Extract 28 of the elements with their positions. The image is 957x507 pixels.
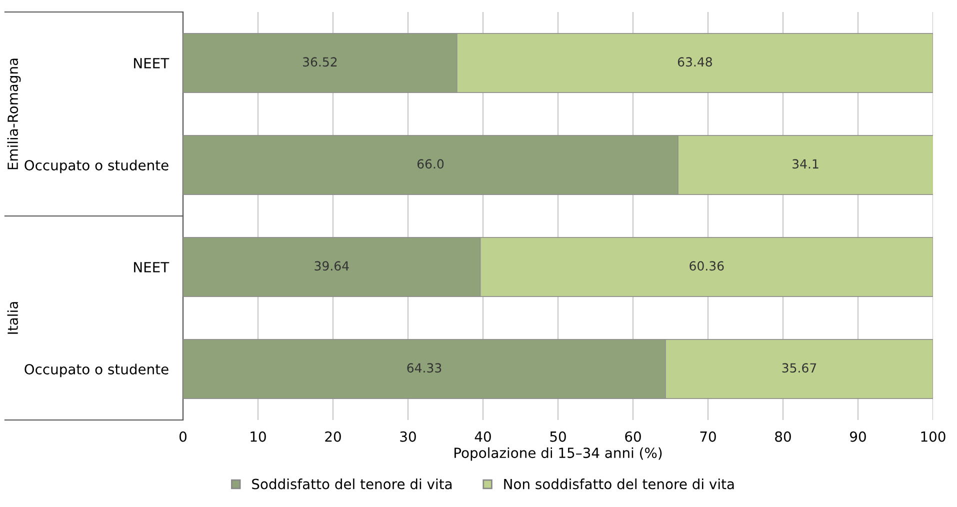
data-label: 39.64 bbox=[314, 261, 349, 271]
x-tick-label: 30 bbox=[400, 431, 416, 442]
x-tick-label: 90 bbox=[850, 431, 866, 442]
text: Emilia-Romagna bbox=[7, 58, 21, 170]
x-axis-title: Popolazione di 15–34 anni (%) bbox=[454, 447, 662, 461]
x-tick-label: 100 bbox=[921, 431, 946, 442]
x-tick-label: 40 bbox=[474, 431, 491, 442]
text: Italia bbox=[7, 302, 18, 334]
data-label: 36.52 bbox=[303, 57, 337, 67]
data-label: 66.0 bbox=[417, 159, 444, 169]
x-tick-label: 70 bbox=[700, 431, 716, 442]
data-label: 35.67 bbox=[782, 363, 816, 373]
data-label: 64.33 bbox=[407, 363, 442, 373]
y-tick-label: Occupato o studente bbox=[24, 160, 168, 174]
y-tick-label: NEET bbox=[134, 262, 170, 272]
x-tick-label: 10 bbox=[250, 431, 266, 442]
data-label: 63.48 bbox=[678, 57, 712, 67]
legend-label: Soddisfatto del tenore di vita bbox=[252, 478, 452, 490]
data-label: 34.1 bbox=[792, 159, 818, 169]
x-tick-label: 80 bbox=[775, 431, 791, 442]
data-label: 60.36 bbox=[690, 261, 724, 271]
x-tick-label: 50 bbox=[550, 431, 566, 442]
legend-label: Non soddisfatto del tenore di vita bbox=[504, 478, 734, 490]
y-tick-label: Occupato o studente bbox=[24, 364, 168, 378]
y-tick-label: NEET bbox=[134, 58, 170, 68]
x-tick-label: 60 bbox=[625, 431, 641, 442]
x-tick-label: 0 bbox=[179, 431, 186, 442]
x-tick-label: 20 bbox=[325, 431, 341, 442]
